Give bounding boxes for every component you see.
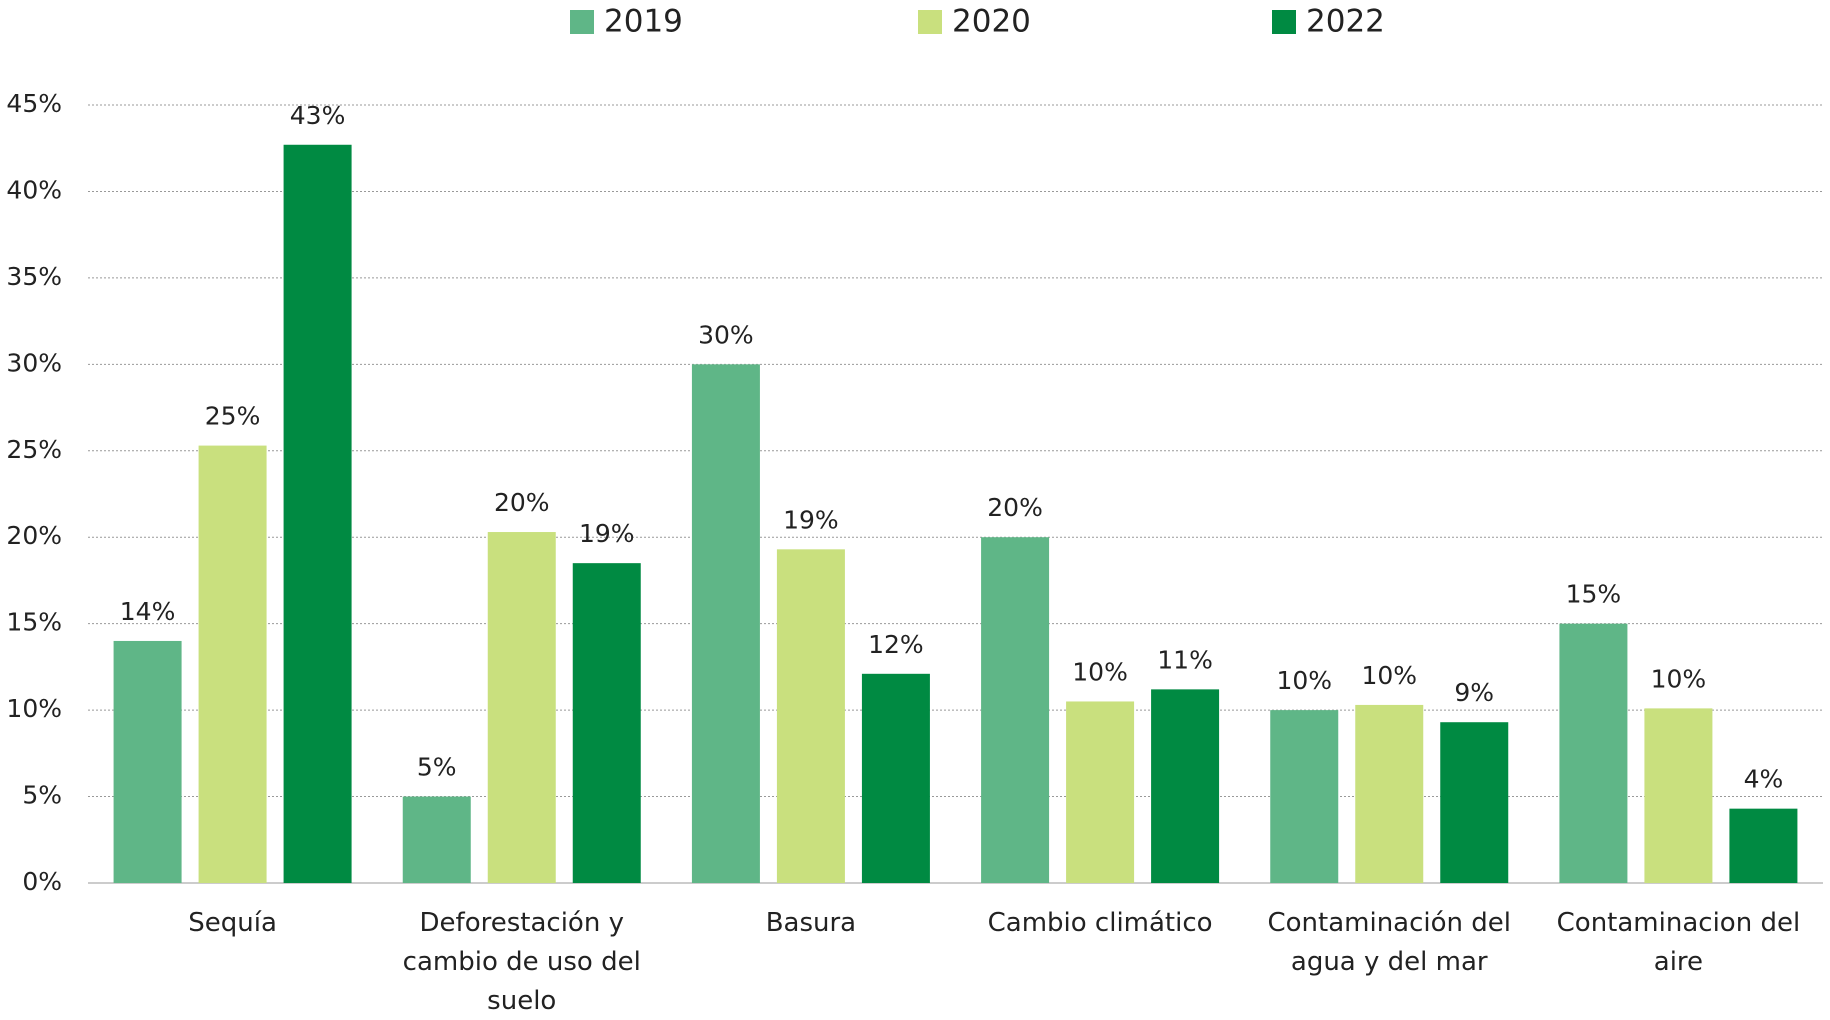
x-tick-label: Cambio climático xyxy=(987,908,1213,938)
x-tick-label: Contaminacion del aire xyxy=(1556,908,1801,977)
bar xyxy=(113,640,182,883)
bar xyxy=(861,673,930,883)
value-label: 20% xyxy=(494,488,550,517)
legend-label: 2019 xyxy=(604,4,683,40)
y-tick-label: 10% xyxy=(6,694,62,723)
legend-swatch xyxy=(918,10,942,34)
value-label: 5% xyxy=(417,753,457,782)
y-tick-label: 25% xyxy=(6,435,62,464)
bar xyxy=(402,796,471,883)
value-label: 14% xyxy=(120,597,176,626)
value-label: 10% xyxy=(1651,664,1707,693)
y-tick-label: 30% xyxy=(6,348,62,377)
value-label: 43% xyxy=(290,101,346,130)
y-tick-label: 15% xyxy=(6,608,62,637)
value-label: 10% xyxy=(1276,666,1332,695)
legend-label: 2022 xyxy=(1306,4,1385,40)
bar xyxy=(981,537,1050,883)
bar xyxy=(1355,704,1424,883)
y-tick-label: 0% xyxy=(22,867,62,896)
y-tick-label: 35% xyxy=(6,262,62,291)
value-label: 11% xyxy=(1157,645,1213,674)
legend-swatch xyxy=(1272,10,1296,34)
bar xyxy=(1729,808,1798,883)
bar xyxy=(691,364,760,883)
value-label: 19% xyxy=(783,505,839,534)
x-tick-label: Deforestación y cambio de uso del suelo xyxy=(402,908,641,1016)
bar xyxy=(1559,623,1628,883)
bar xyxy=(776,549,845,883)
value-label: 10% xyxy=(1072,657,1128,686)
y-tick-label: 20% xyxy=(6,521,62,550)
bar xyxy=(198,445,267,883)
value-label: 20% xyxy=(987,493,1043,522)
bar xyxy=(283,144,352,883)
value-label: 10% xyxy=(1361,661,1417,690)
value-label: 25% xyxy=(205,402,261,431)
y-tick-label: 5% xyxy=(22,781,62,810)
value-label: 12% xyxy=(868,630,924,659)
y-tick-label: 40% xyxy=(6,175,62,204)
value-label: 4% xyxy=(1744,765,1784,794)
x-tick-label: Basura xyxy=(765,908,857,938)
bar xyxy=(572,563,641,883)
y-tick-label: 45% xyxy=(6,89,62,118)
x-tick-label: Sequía xyxy=(188,908,277,938)
bar xyxy=(1270,710,1339,883)
bar xyxy=(1066,701,1135,883)
bar xyxy=(487,532,556,883)
value-label: 15% xyxy=(1566,580,1622,609)
x-tick-label: Contaminación del agua y del mar xyxy=(1267,908,1512,977)
legend-swatch xyxy=(570,10,594,34)
value-label: 19% xyxy=(579,519,635,548)
legend-label: 2020 xyxy=(952,4,1031,40)
value-label: 9% xyxy=(1454,678,1494,707)
bar xyxy=(1440,722,1509,883)
value-label: 30% xyxy=(698,320,754,349)
bar xyxy=(1151,689,1220,883)
bar xyxy=(1644,708,1713,883)
